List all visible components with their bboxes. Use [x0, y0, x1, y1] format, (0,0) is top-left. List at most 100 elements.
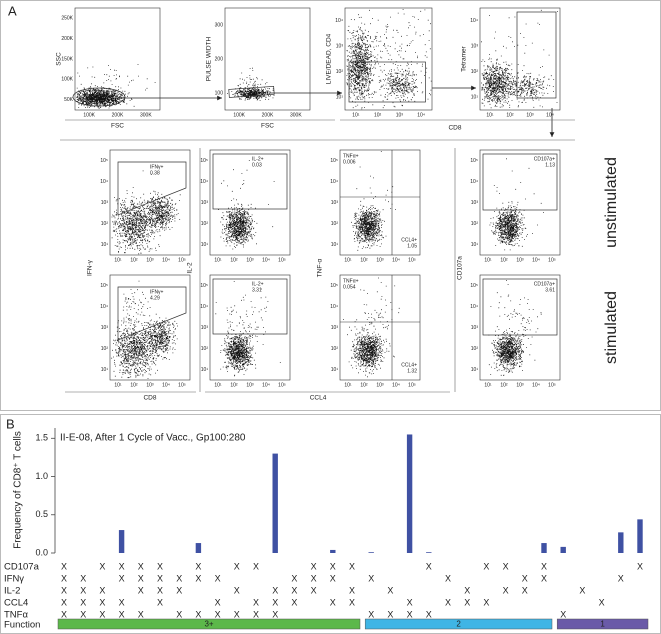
combo-mark: X — [272, 585, 278, 595]
tick-label: 10³ — [146, 257, 154, 263]
combo-mark: X — [445, 597, 451, 607]
combo-mark: X — [330, 573, 336, 583]
combo-mark: X — [579, 585, 585, 595]
combo-mark: X — [368, 609, 374, 619]
tick-label: 200K — [112, 112, 124, 118]
gate-label: TNFα+ — [343, 153, 359, 159]
gate-label: 0.006 — [343, 159, 356, 165]
combo-mark: X — [464, 597, 470, 607]
combo-mark: X — [541, 573, 547, 583]
row-label: unstimulated — [603, 157, 620, 248]
tick-label: 10⁴ — [330, 304, 338, 310]
combo-mark: X — [119, 609, 125, 619]
gate-label: 0.054 — [343, 284, 356, 290]
combo-mark: X — [119, 561, 125, 571]
tick-label: 10³ — [101, 325, 109, 331]
tick-label: 10¹ — [484, 382, 492, 388]
tick-label: 10³ — [336, 44, 344, 50]
combo-mark: X — [61, 585, 67, 595]
combo-mark: X — [445, 573, 451, 583]
plot-frame — [224, 7, 311, 111]
tick-label: 10⁵ — [330, 158, 338, 164]
tick-label: 100K — [233, 112, 245, 118]
tick-label: 10² — [101, 221, 109, 227]
tick-label: 10¹ — [471, 367, 479, 373]
combo-mark: X — [426, 609, 432, 619]
combo-mark: X — [234, 585, 240, 595]
gate-label: 4.29 — [150, 295, 160, 301]
bar — [560, 546, 566, 553]
tick-label: 10³ — [471, 200, 479, 206]
tick-label: 10¹ — [344, 257, 352, 263]
event-dots — [227, 67, 275, 101]
gate-label: CD107a+ — [534, 156, 555, 162]
combo-mark: X — [176, 573, 182, 583]
combo-mark: X — [253, 561, 259, 571]
combo-mark: X — [330, 561, 336, 571]
tick-label: 10³ — [331, 200, 339, 206]
gate-label: IL-2+ — [252, 281, 264, 287]
axis-label: IFN-γ — [87, 259, 94, 276]
tick-label: 10⁴ — [162, 382, 170, 388]
tick-label: 10⁵ — [278, 257, 286, 263]
combo-mark: X — [291, 573, 297, 583]
event-dots — [346, 9, 432, 110]
tick-label: 10³ — [396, 112, 404, 118]
combo-mark: X — [464, 585, 470, 595]
tick-label: 10³ — [146, 382, 154, 388]
tick-label: 10⁴ — [417, 112, 425, 118]
tick-label: 10⁵ — [548, 257, 556, 263]
combo-mark: X — [349, 585, 355, 595]
tick-label: 10³ — [376, 257, 384, 263]
combo-mark: X — [426, 561, 432, 571]
tick-label: 10¹ — [201, 242, 209, 248]
combo-mark: X — [483, 561, 489, 571]
tick-label: 10³ — [516, 257, 524, 263]
tick-label: 10¹ — [201, 367, 209, 373]
combo-mark: X — [80, 609, 86, 619]
gate-label: 1.13 — [545, 162, 555, 168]
gate — [482, 278, 558, 336]
combo-mark: X — [80, 597, 86, 607]
combo-mark: X — [99, 585, 105, 595]
axis-label: IL-2 — [187, 262, 194, 274]
tick-label: 10⁵ — [100, 283, 108, 289]
tick-label: 200K — [262, 112, 274, 118]
plot-frame — [339, 149, 421, 256]
tick-label: 10² — [331, 221, 339, 227]
tick-label: 10² — [201, 221, 209, 227]
row-label: IFNγ — [4, 574, 24, 585]
combo-mark: X — [387, 609, 393, 619]
function-group-label: 2 — [456, 620, 461, 629]
row-label: CD107a — [4, 562, 40, 573]
tick-label: 10¹ — [484, 257, 492, 263]
tick-label: 10³ — [201, 325, 209, 331]
tick-label: 10³ — [526, 112, 534, 118]
axis-label: PULSE WIDTH — [206, 36, 213, 81]
combo-mark: X — [311, 573, 317, 583]
gate — [117, 286, 187, 341]
combo-mark: X — [138, 573, 144, 583]
combo-mark: X — [138, 561, 144, 571]
tick-label: 10¹ — [336, 95, 344, 101]
tick-label: 10¹ — [486, 112, 494, 118]
tick-label: 300K — [140, 112, 152, 118]
bar — [330, 549, 336, 553]
bar — [368, 552, 374, 553]
plot-frame — [344, 7, 433, 111]
tick-label: 10⁵ — [408, 382, 416, 388]
plot-frame — [209, 149, 291, 256]
tick-label: 10² — [506, 112, 514, 118]
tick-label: 10³ — [471, 325, 479, 331]
combo-mark: X — [253, 609, 259, 619]
tick-label: 300K — [290, 112, 302, 118]
bar — [618, 532, 624, 553]
combo-mark: X — [119, 597, 125, 607]
y-tick-label: 0.5 — [35, 509, 48, 519]
event-dots — [481, 9, 558, 109]
row-label: TNFα — [4, 610, 28, 621]
tick-label: 10² — [374, 112, 382, 118]
combo-mark: X — [311, 561, 317, 571]
tick-label: 10² — [471, 346, 479, 352]
combo-mark: X — [291, 585, 297, 595]
